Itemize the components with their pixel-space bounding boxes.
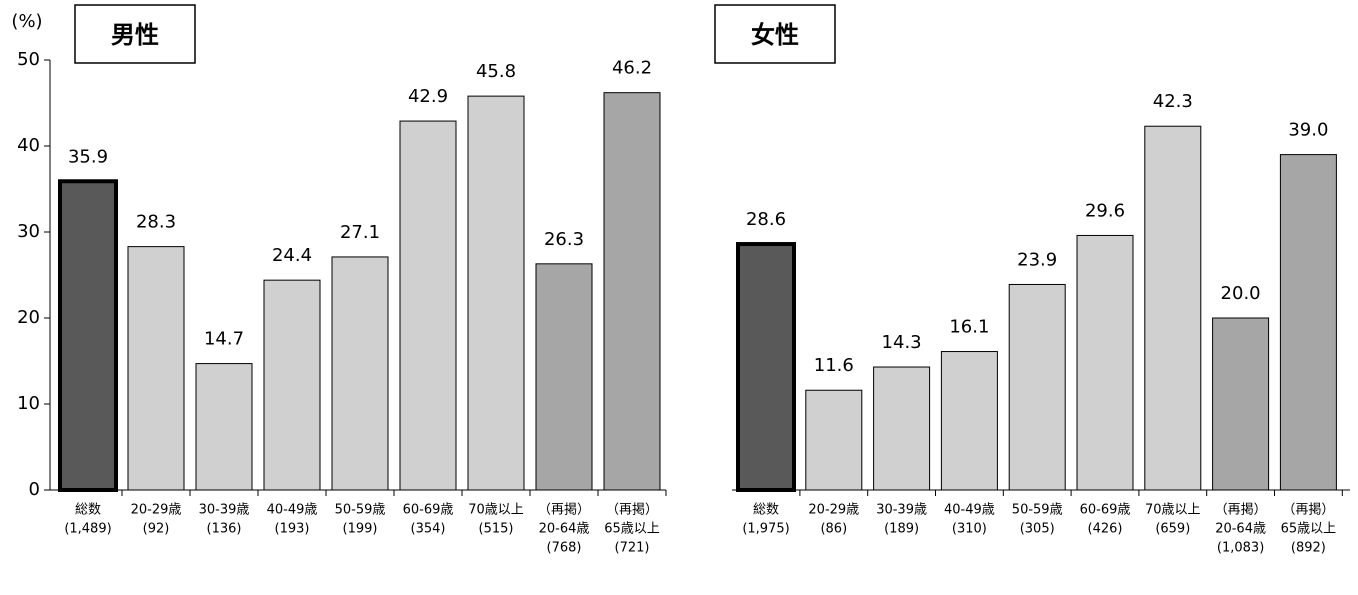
x-tick-label: (136)	[207, 522, 242, 537]
x-tick-label: (86)	[820, 522, 847, 537]
bar	[603, 92, 661, 491]
value-label: 16.1	[949, 317, 989, 338]
x-tick-label: 総数	[75, 503, 101, 518]
x-tick-label: 50-59歳	[335, 503, 386, 518]
value-label: 35.9	[68, 146, 108, 167]
value-label: 45.8	[476, 61, 516, 82]
x-tick-label: (721)	[615, 541, 650, 556]
title-box	[714, 4, 836, 64]
value-label: 14.7	[204, 329, 244, 350]
x-tick-label: 60-69歳	[1080, 503, 1131, 518]
x-tick-label: 20-29歳	[808, 503, 859, 518]
value-label: 28.6	[746, 209, 786, 230]
value-label: 23.9	[1017, 249, 1057, 270]
x-tick-label: (193)	[275, 522, 310, 537]
x-tick-label: 40-49歳	[267, 503, 318, 518]
bar	[467, 95, 525, 491]
y-tick-label: 40	[17, 135, 40, 156]
value-label: 28.3	[136, 212, 176, 233]
panel-title: 女性	[751, 21, 799, 49]
x-tick-label: 20-64歳	[539, 522, 590, 537]
bar	[1212, 317, 1270, 491]
x-tick-label: 60-69歳	[403, 503, 454, 518]
bar	[736, 242, 796, 492]
x-tick-label: (1,083)	[1217, 541, 1264, 556]
x-tick-label: 50-59歳	[1012, 503, 1063, 518]
value-label: 42.9	[408, 86, 448, 107]
bar	[1008, 283, 1066, 491]
x-tick-label: 30-39歳	[876, 503, 927, 518]
bar	[805, 389, 863, 491]
bar	[1076, 234, 1134, 491]
x-tick-label: 20-64歳	[1215, 522, 1266, 537]
bar	[331, 256, 389, 491]
value-label: 29.6	[1085, 200, 1125, 221]
x-tick-label: (1,489)	[64, 522, 111, 537]
bar	[873, 366, 931, 491]
x-tick-label: 65歳以上	[604, 522, 660, 537]
x-tick-label: (92)	[143, 522, 170, 537]
x-tick-label: 40-49歳	[944, 503, 995, 518]
bar	[263, 279, 321, 491]
x-tick-label: (892)	[1291, 541, 1326, 556]
x-tick-label: 70歳以上	[1145, 503, 1201, 518]
x-tick-label: (1,975)	[742, 522, 789, 537]
y-tick-label: 30	[17, 221, 40, 242]
x-tick-label: （再掲）	[1282, 502, 1334, 518]
y-tick-label: 10	[17, 393, 40, 414]
x-tick-label: 70歳以上	[468, 503, 524, 518]
value-label: 46.2	[612, 58, 652, 79]
y-tick-label: 0	[29, 479, 40, 500]
x-tick-label: (768)	[547, 541, 582, 556]
bar	[940, 351, 998, 491]
bar	[195, 363, 253, 491]
value-label: 42.3	[1153, 91, 1193, 112]
x-tick-label: 65歳以上	[1281, 522, 1337, 537]
x-tick-label: 20-29歳	[131, 503, 182, 518]
y-tick-label: 20	[17, 307, 40, 328]
x-tick-label: （再掲）	[606, 502, 658, 518]
value-label: 24.4	[272, 245, 312, 266]
value-label: 20.0	[1221, 283, 1261, 304]
x-tick-label: 30-39歳	[199, 503, 250, 518]
x-tick-label: (515)	[479, 522, 514, 537]
bar	[127, 246, 185, 491]
bar	[1279, 154, 1337, 491]
title-box	[74, 4, 196, 64]
bar	[58, 179, 118, 492]
x-tick-label: (199)	[343, 522, 378, 537]
value-label: 11.6	[814, 355, 854, 376]
value-label: 14.3	[882, 332, 922, 353]
x-tick-label: （再掲）	[538, 502, 590, 518]
value-label: 39.0	[1288, 120, 1328, 141]
bar	[535, 263, 593, 491]
x-tick-label: （再掲）	[1215, 502, 1267, 518]
x-tick-label: (305)	[1020, 522, 1055, 537]
y-axis-label: (%)	[11, 11, 42, 32]
x-tick-label: (189)	[884, 522, 919, 537]
bar	[1144, 125, 1202, 491]
y-tick-label: 50	[17, 49, 40, 70]
value-label: 27.1	[340, 222, 380, 243]
x-tick-label: (426)	[1088, 522, 1123, 537]
value-label: 26.3	[544, 229, 584, 250]
x-tick-label: 総数	[753, 503, 779, 518]
bar	[399, 120, 457, 491]
x-tick-label: (354)	[411, 522, 446, 537]
x-tick-label: (310)	[952, 522, 987, 537]
panel-title: 男性	[111, 21, 159, 49]
x-tick-label: (659)	[1155, 522, 1190, 537]
